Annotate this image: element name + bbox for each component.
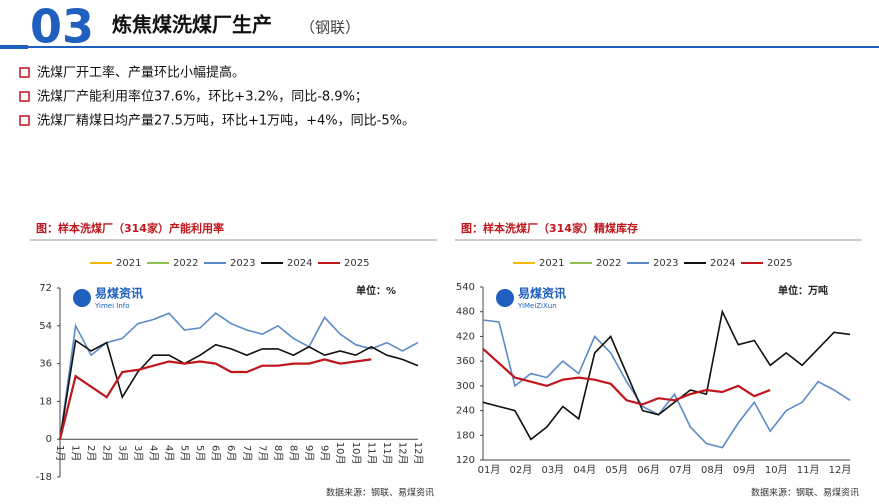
bullet-marker xyxy=(19,115,30,126)
y-tick-label: 18 xyxy=(39,396,52,407)
series-line xyxy=(482,319,851,449)
y-tick-label: 300 xyxy=(456,381,475,392)
y-tick-label: -18 xyxy=(36,472,52,483)
legend-label: 2021 xyxy=(539,258,564,269)
y-tick-label: 120 xyxy=(456,455,475,466)
bullet-marker xyxy=(19,67,30,78)
y-tick-label: 180 xyxy=(456,430,475,441)
x-tick-label: 4月 xyxy=(147,445,159,461)
bullet-marker xyxy=(19,91,30,102)
y-tick-label: 420 xyxy=(456,331,475,342)
x-tick-label: 11月 xyxy=(365,442,377,465)
legend-label: 2021 xyxy=(116,258,141,269)
x-tick-label: 12月 xyxy=(412,442,424,465)
chart-title: 图：样本洗煤厂（314家）产能利用率 xyxy=(36,221,224,235)
x-tick-label: 10月 xyxy=(765,464,788,476)
unit-label: 单位：% xyxy=(356,284,396,297)
x-tick-label: 05月 xyxy=(605,464,628,476)
logo-sub: YiMeiZiXun xyxy=(517,302,557,310)
x-tick-label: 5月 xyxy=(179,445,191,461)
x-tick-label: 9月 xyxy=(319,445,331,461)
series-line xyxy=(482,309,851,441)
chart-title: 图：样本洗煤厂（314家）精煤库存 xyxy=(461,221,638,235)
logo-mark xyxy=(73,289,91,307)
x-tick-label: 8月 xyxy=(287,445,299,461)
logo: 易煤资讯 xyxy=(518,286,566,301)
x-tick-label: 10月 xyxy=(334,442,346,465)
x-tick-label: 5月 xyxy=(194,445,206,461)
y-tick-label: 72 xyxy=(39,283,52,294)
x-tick-label: 6月 xyxy=(225,445,237,461)
x-tick-label: 3月 xyxy=(116,445,128,461)
x-tick-label: 6月 xyxy=(210,445,222,461)
y-tick-label: 36 xyxy=(39,359,52,370)
legend-label: 2023 xyxy=(230,258,255,269)
legend-label: 2025 xyxy=(767,258,792,269)
logo-sub: Yimei Info xyxy=(94,302,130,310)
y-tick-label: 480 xyxy=(456,307,475,318)
x-tick-label: 1月 xyxy=(70,445,82,461)
section-number: 03 xyxy=(30,0,94,54)
x-tick-label: 8月 xyxy=(272,445,284,461)
x-tick-label: 08月 xyxy=(701,464,724,476)
series-line xyxy=(58,358,372,440)
x-tick-label: 02月 xyxy=(510,464,533,476)
x-tick-label: 11月 xyxy=(381,442,393,465)
unit-label: 单位：万吨 xyxy=(778,284,828,297)
x-tick-label: 2月 xyxy=(85,445,97,461)
x-tick-label: 1月 xyxy=(54,445,66,461)
y-tick-label: 240 xyxy=(456,406,475,417)
x-tick-label: 7月 xyxy=(256,445,268,461)
legend-label: 2022 xyxy=(173,258,198,269)
series-line xyxy=(59,339,419,440)
x-tick-label: 4月 xyxy=(163,445,175,461)
bullet-text: 洗煤厂产能利用率位37.6%，环比+3.2%，同比-8.9%； xyxy=(37,89,368,105)
legend-label: 2024 xyxy=(287,258,312,269)
y-tick-label: 54 xyxy=(39,321,52,332)
x-tick-label: 11月 xyxy=(797,464,820,476)
section-title: 炼焦煤洗煤厂生产 xyxy=(112,13,272,37)
legend-label: 2023 xyxy=(653,258,678,269)
legend-label: 2022 xyxy=(596,258,621,269)
series-line xyxy=(59,312,419,440)
x-tick-label: 03月 xyxy=(541,464,564,476)
x-tick-label: 3月 xyxy=(132,445,144,461)
x-tick-label: 06月 xyxy=(637,464,660,476)
legend-label: 2025 xyxy=(344,258,369,269)
y-tick-label: 540 xyxy=(456,282,475,293)
bullet-text: 洗煤厂开工率、产量环比小幅提高。 xyxy=(37,65,245,81)
logo: 易煤资讯 xyxy=(95,286,143,301)
source: 数据来源：钢联、易煤资讯 xyxy=(751,487,859,499)
x-tick-label: 7月 xyxy=(241,445,253,461)
y-tick-label: 0 xyxy=(46,434,52,445)
x-tick-label: 01月 xyxy=(478,464,501,476)
x-tick-label: 9月 xyxy=(303,445,315,461)
logo-mark xyxy=(496,289,514,307)
x-tick-label: 09月 xyxy=(733,464,756,476)
x-tick-label: 2月 xyxy=(101,445,113,461)
x-tick-label: 12月 xyxy=(396,442,408,465)
section-subtitle: （钢联） xyxy=(300,19,360,37)
x-tick-label: 12月 xyxy=(829,464,852,476)
legend-label: 2024 xyxy=(710,258,735,269)
x-tick-label: 04月 xyxy=(573,464,596,476)
series-line xyxy=(482,347,771,406)
y-tick-label: 360 xyxy=(456,356,475,367)
x-tick-label: 10月 xyxy=(350,442,362,465)
bullet-text: 洗煤厂精煤日均产量27.5万吨，环比+1万吨，+4%，同比-5%。 xyxy=(37,114,415,129)
source: 数据来源：钢联、易煤资讯 xyxy=(326,487,434,499)
x-tick-label: 07月 xyxy=(669,464,692,476)
